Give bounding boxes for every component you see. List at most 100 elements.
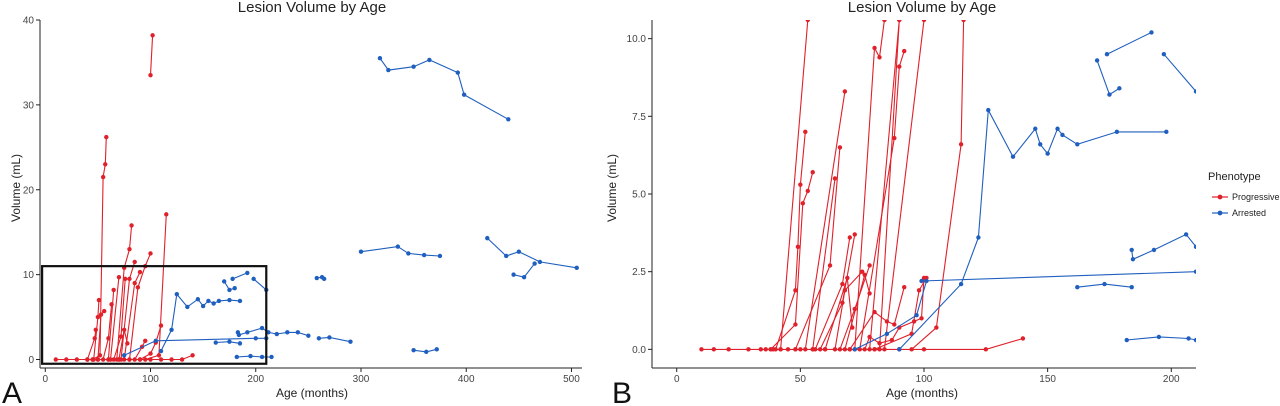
panel-a-arrested-series-point <box>424 349 429 355</box>
panel-b-x-tick-label: 150 <box>1039 374 1056 385</box>
panel-a-arrested-series-point <box>516 249 522 254</box>
panel-b-y-axis-title: Volume (mL) <box>605 154 619 222</box>
panel-b-arrested-series-point <box>1124 337 1129 343</box>
legend-progressive-swatch-point <box>1217 194 1223 200</box>
panel-b-progressive-series-point <box>897 20 902 23</box>
panel-a-arrested-series-point <box>221 279 227 284</box>
panel-b-progressive-series-point <box>921 347 927 352</box>
panel-a-progressive-series-point <box>156 353 162 358</box>
panel-b-progressive-series-line <box>869 20 900 350</box>
panel-b-arrested-series-point <box>1129 247 1134 253</box>
panel-b-label: B <box>612 377 632 406</box>
panel-b-arrested-series-point <box>1102 281 1107 287</box>
panel-b-progressive-series-point <box>840 281 845 287</box>
panel-a-arrested-series-point <box>158 348 164 354</box>
panel-b-arrested-series-point <box>1130 257 1136 262</box>
panel-b-y-tick-label: 0.0 <box>632 345 646 356</box>
panel-b-x-tick-label: 100 <box>916 374 933 385</box>
panel-b-progressive-series-point <box>924 275 929 281</box>
panel-a-progressive-series-point <box>98 312 104 317</box>
panel-a-arrested-series-point <box>227 339 232 344</box>
panel-a-progressive-series-point <box>100 357 106 362</box>
panel-a-x-tick-label: 100 <box>142 374 159 385</box>
panel-b-progressive-series-point <box>842 288 848 293</box>
panel-b-x-tick-label: 50 <box>795 374 807 385</box>
panel-a-progressive-series-point <box>143 338 148 344</box>
panel-a-arrested-series-point <box>195 297 201 302</box>
panel-a-overlay <box>41 265 268 365</box>
panel-b-y-tick-label: 7.5 <box>632 112 646 123</box>
panel-b-y-tick-label: 10.0 <box>627 34 647 45</box>
panel-a-progressive-series-point <box>96 297 102 303</box>
panel-b-progressive-series-point <box>867 347 872 352</box>
panel-b-arrested-series-point <box>1055 126 1060 131</box>
panel-a-arrested-series-point <box>437 253 443 259</box>
panel-a-progressive-series-point <box>74 357 80 362</box>
panel-b-progressive-series-point <box>847 235 853 240</box>
panel-a-arrested-series-point <box>285 330 290 335</box>
panel-a-arrested-series-point <box>259 325 265 331</box>
panel-b-progressive-series-point <box>785 347 791 352</box>
panel-b-progressive-series-point <box>842 89 848 94</box>
panel-b-progressive-series-line <box>780 20 809 350</box>
panel-a-x-tick-label: 400 <box>458 374 475 385</box>
panel-b-x-tick-label: 200 <box>1163 374 1180 385</box>
panel-a-y-tick-label: 0 <box>28 355 34 366</box>
panel-a-arrested-series-point <box>213 340 218 345</box>
panel-a-progressive-series-point <box>101 308 107 314</box>
panel-a-progressive-series-point <box>104 134 109 140</box>
panel-a-arrested-series-point <box>206 298 211 304</box>
panel-a-axes: 0 100 200 300 400 500 0 10 20 30 40 <box>23 16 582 385</box>
panel-b-arrested-series-line <box>1096 60 1120 96</box>
panel-b-y-tick-label: 5.0 <box>632 190 646 201</box>
panel-b-progressive-series-point <box>857 347 862 352</box>
panel-b-arrested-series-point <box>1193 337 1196 343</box>
panel-b-progressive-series-point <box>803 347 808 352</box>
panel-b-progressive-series-point <box>822 347 828 352</box>
panel-a-progressive-series-point <box>111 357 116 362</box>
panel-a-arrested-series-point <box>574 265 579 271</box>
panel-a-arrested-series-point <box>251 276 256 282</box>
panel-a-arrested-series-point <box>395 244 401 249</box>
legend-progressive-label: Progressive <box>1232 192 1280 202</box>
panel-b-axes: 0 50 100 150 200 0.0 2.5 5.0 7.5 10.0 <box>627 20 1196 385</box>
panel-b-arrested-series-line <box>1163 53 1196 92</box>
panel-a-y-axis-title: Volume (mL) <box>9 154 23 222</box>
panel-b-progressive-series-point <box>877 55 882 60</box>
panel-a-arrested-series-point <box>216 298 222 304</box>
panel-b-y-tick-label: 2.5 <box>632 267 646 278</box>
panel-b-progressive-series-point <box>798 182 803 187</box>
panel-a-arrested-series-point <box>427 57 432 63</box>
panel-a-arrested-series-point <box>537 259 543 265</box>
panel-b-progressive-series-point <box>758 347 763 352</box>
panel-b-progressive-series-point <box>793 347 798 352</box>
panel-b-title: Lesion Volume by Age <box>848 0 996 16</box>
panel-a-arrested-series-line <box>486 237 577 269</box>
panel-a-progressive-series-point <box>169 357 174 362</box>
panel-a-arrested-series-point <box>314 275 319 281</box>
panel-b-arrested-series-point <box>1033 126 1038 131</box>
panel-a-x-axis-title: Age (months) <box>276 386 348 400</box>
panel-b-arrested-series-point <box>1161 51 1167 57</box>
panel-b-progressive-series-point <box>877 347 882 352</box>
panel-a-y-tick-label: 20 <box>23 185 35 196</box>
panel-b-progressive-series-point <box>958 142 964 147</box>
panel-b-progressive-series-line <box>854 20 885 350</box>
panel-a-arrested-series-point <box>327 335 332 340</box>
panel-a-arrested-series-point <box>236 332 242 338</box>
legend: Phenotype Progressive Arrested <box>1208 171 1280 218</box>
panel-b-series-clip-group <box>699 20 1196 352</box>
panel-b-progressive-series-line <box>883 20 925 350</box>
panel-b-progressive-series-point <box>711 347 717 352</box>
panel-a-y-tick-label: 40 <box>23 16 35 27</box>
panel-b-progressive-series-point <box>798 347 803 352</box>
panel-a-arrested-series-point <box>511 272 516 277</box>
panel-a-arrested-series-point <box>232 286 237 291</box>
legend-arrested-swatch-point <box>1217 210 1223 216</box>
panel-a-arrested-series-point <box>434 347 439 352</box>
panel-a-progressive-series-line <box>139 325 162 360</box>
panel-a-progressive-series-point <box>148 251 153 256</box>
panel-a-progressive-series-point <box>118 334 124 339</box>
panel-b-progressive-series-point <box>867 263 872 268</box>
panel-b-progressive-series-point <box>805 188 810 194</box>
